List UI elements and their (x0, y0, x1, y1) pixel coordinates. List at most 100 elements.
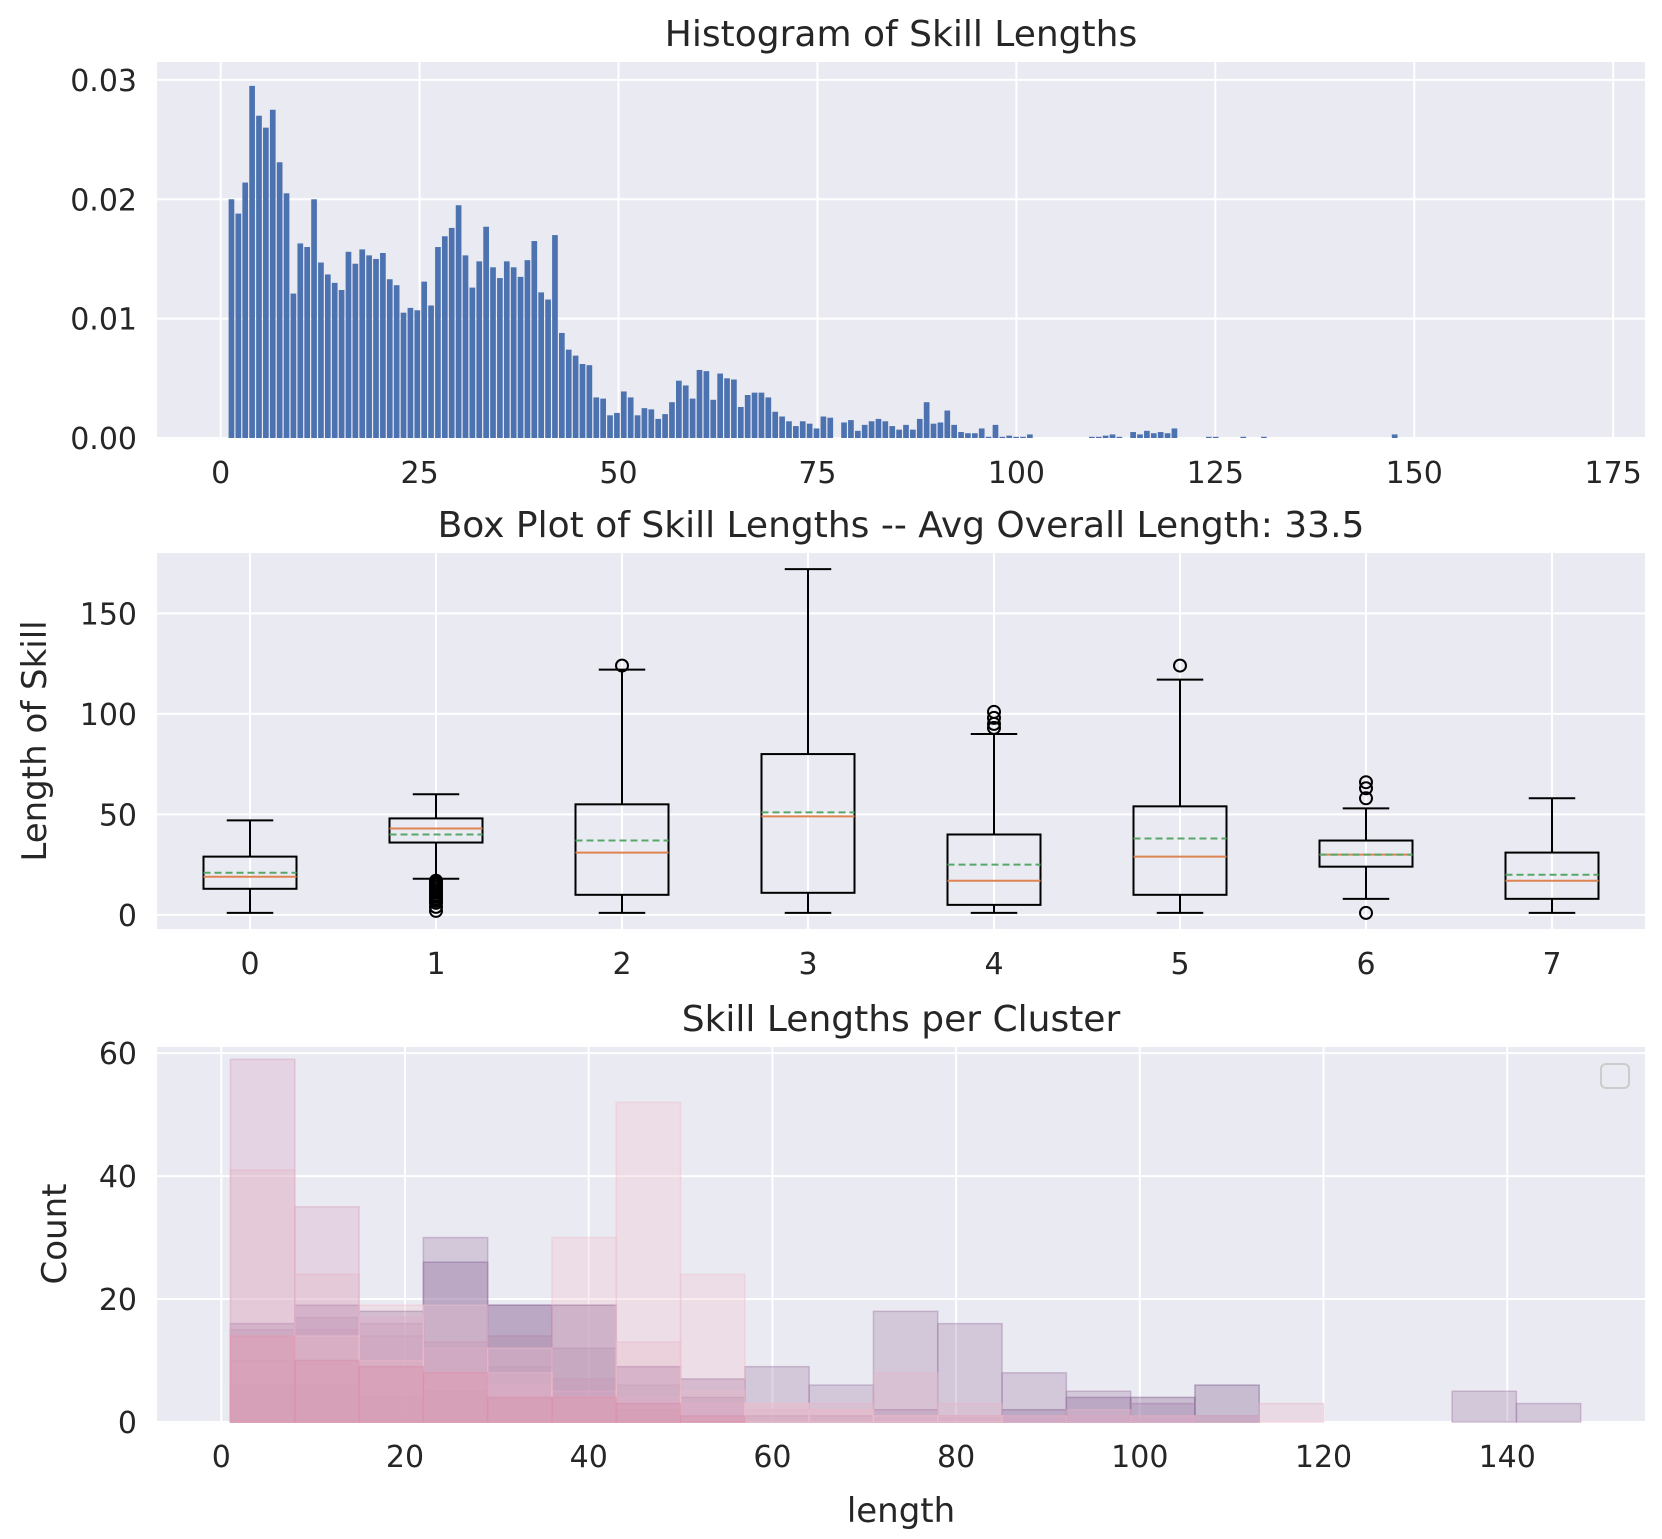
cluster-histogram-panel: 0 20 40 60 80 100 120 140 0 20 40 60 Skill Lengths… (35, 999, 1645, 1531)
histogram-bar (545, 299, 551, 438)
histogram-bar (689, 398, 696, 438)
histogram-bar (875, 418, 882, 438)
histogram-bar (1109, 434, 1116, 438)
histogram-bar (572, 355, 579, 438)
boxplot-title: Box Plot of Skill Lengths -- Avg Overall… (438, 505, 1365, 546)
histogram-bar (1261, 436, 1267, 438)
histogram-bar (1102, 435, 1109, 438)
histogram-bar (393, 285, 400, 438)
boxplot-y-tick-label: 150 (80, 597, 137, 632)
cluster-histogram-step-bar (1129, 1402, 1196, 1423)
box-outlier-point (615, 658, 629, 673)
box-cluster-2 (574, 658, 670, 914)
histogram-bar (1206, 436, 1212, 438)
cluster-histogram-step-bar (358, 1365, 425, 1423)
cluster-histogram-step-bar (1515, 1402, 1582, 1423)
cluster-histogram-step-bar (551, 1378, 618, 1423)
histogram-bar (724, 378, 730, 438)
cluster-histogram-step-bar (936, 1415, 1003, 1423)
cluster-histogram-step-bar (808, 1384, 875, 1423)
cluster-histogram-step-bar (551, 1347, 618, 1423)
histogram-bar (1212, 436, 1219, 438)
histogram-bar (820, 416, 827, 438)
cluster-histogram-x-tick-label: 20 (386, 1440, 424, 1475)
histogram-bar (1027, 434, 1033, 438)
histogram-bar (614, 412, 620, 438)
cluster-histogram-step-bar (615, 1396, 682, 1423)
histogram-bar (1013, 436, 1019, 438)
cluster-histogram-step-bar (422, 1390, 489, 1423)
histogram-bar (593, 397, 600, 438)
cluster-histogram-step-bar (294, 1273, 360, 1423)
histogram-bar (345, 251, 352, 438)
histogram-bar (910, 429, 916, 438)
histogram-bar (565, 349, 572, 438)
histogram-bar (297, 243, 304, 438)
cluster-histogram-step-bar (422, 1347, 489, 1423)
boxplot-y-axis-label: Length of Skill (15, 620, 55, 861)
cluster-histogram-step-bar (872, 1408, 939, 1423)
histogram-bar (386, 279, 393, 438)
cluster-histogram-step-bar (936, 1402, 1003, 1423)
cluster-histogram-step-bar (551, 1236, 618, 1423)
histogram-bar (916, 418, 923, 438)
cluster-histogram-step-bar (551, 1390, 618, 1423)
cluster-histogram-series-7 (229, 1335, 746, 1423)
histogram-bar (1095, 436, 1102, 438)
cluster-histogram-series-6 (229, 1101, 1003, 1423)
histogram-title: Histogram of Skill Lengths (665, 14, 1137, 55)
cluster-histogram-step-bar (551, 1396, 618, 1423)
cluster-histogram-step-bar (229, 1329, 296, 1423)
box-iqr (1318, 839, 1414, 868)
cluster-histogram-step-bar (358, 1304, 425, 1423)
histogram-bar (1171, 428, 1178, 438)
cluster-histogram-y-tick-label: 0 (118, 1406, 137, 1441)
histogram-bar (366, 255, 372, 438)
histogram-bar (841, 422, 847, 438)
histogram-bar (999, 436, 1006, 438)
histogram-y-ticks: 0.00 0.01 0.02 0.03 (70, 64, 137, 457)
cluster-histogram-y-axis-label: Count (35, 1184, 75, 1285)
cluster-histogram-step-bar (358, 1359, 425, 1423)
cluster-histogram-step-bar (1065, 1408, 1132, 1423)
histogram-bar (634, 415, 641, 438)
histogram-bar (648, 409, 655, 438)
histogram-bar (428, 305, 434, 438)
cluster-histogram-x-axis-label: length (847, 1491, 955, 1531)
histogram-y-tick-label: 0.03 (70, 64, 137, 99)
histogram-y-tick-label: 0.02 (70, 183, 137, 218)
histogram-bar (971, 433, 978, 438)
histogram-bar (710, 399, 717, 438)
histogram-bar (283, 193, 290, 438)
histogram-bar (331, 282, 338, 438)
box-cluster-0 (202, 819, 298, 914)
histogram-bar (600, 398, 606, 438)
cluster-histogram-step-bar (229, 1335, 296, 1423)
histogram-bar (552, 235, 558, 438)
box-iqr (388, 817, 484, 844)
cluster-histogram-step-bar (679, 1273, 746, 1423)
cluster-histogram-x-tick-label: 120 (1295, 1440, 1352, 1475)
histogram-bar (662, 414, 668, 438)
cluster-histogram-step-bar (615, 1101, 682, 1423)
cluster-histogram-step-bar (615, 1341, 682, 1423)
cluster-histogram-x-tick-label: 140 (1479, 1440, 1536, 1475)
histogram-x-tick-label: 75 (798, 456, 836, 491)
cluster-histogram-step-bar (1001, 1415, 1068, 1423)
cluster-histogram-series-3 (229, 1236, 1582, 1423)
cluster-histogram-series-4 (229, 1058, 1196, 1423)
histogram-bar (558, 332, 565, 438)
histogram-bar (476, 261, 483, 438)
box-cluster-4 (946, 704, 1042, 914)
cluster-histogram-step-bar (422, 1261, 489, 1423)
histogram-bar (827, 417, 834, 438)
box-cluster-3 (760, 568, 856, 914)
histogram-bar (744, 395, 751, 438)
histogram-bar (806, 423, 813, 438)
empty-legend-box (1600, 1063, 1630, 1089)
cluster-histogram-step-bar (486, 1384, 553, 1423)
histogram-bar (861, 424, 868, 438)
histogram-bar (793, 426, 799, 438)
cluster-histogram-step-bar (486, 1347, 553, 1423)
cluster-histogram-step-bar (936, 1322, 1003, 1423)
